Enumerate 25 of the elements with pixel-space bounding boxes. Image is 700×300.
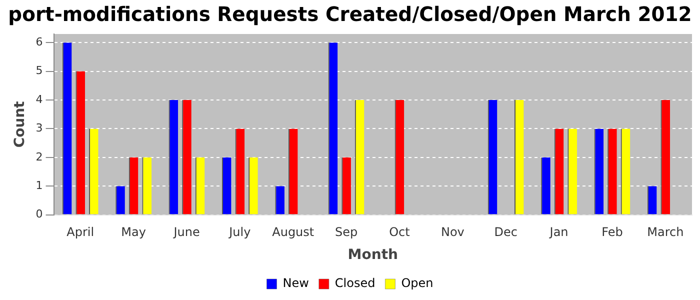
- y-tick-label: 5: [36, 64, 43, 78]
- x-tick-label: Dec: [494, 225, 518, 240]
- y-tick-label: 3: [36, 122, 43, 135]
- y-tick-label: 4: [36, 92, 43, 106]
- y-tick-label: 6: [36, 35, 43, 48]
- y-axis-title: Count: [12, 100, 28, 148]
- y-tick-label: 1: [36, 178, 43, 192]
- legend-label: New: [282, 276, 310, 290]
- y-tick-label: 2: [36, 150, 43, 164]
- x-axis-title: Month: [348, 247, 398, 264]
- x-tick-label: March: [647, 225, 684, 240]
- x-tick-label: Jan: [548, 225, 568, 240]
- chart-title: port-modifications Requests Created/Closed/Open March 2012: [8, 2, 692, 26]
- x-tick-label: May: [121, 225, 146, 240]
- x-tick-label: Feb: [602, 225, 623, 240]
- x-tick-label: June: [172, 225, 200, 240]
- x-tick-label: Sep: [334, 225, 358, 240]
- x-tick-label: July: [228, 225, 251, 240]
- x-tick-label: April: [66, 225, 94, 240]
- x-tick-label: Nov: [440, 225, 464, 240]
- legend-label: Open: [401, 276, 434, 290]
- y-tick-label: 0: [36, 208, 43, 221]
- x-tick-label: Oct: [389, 225, 410, 240]
- legend-label: Closed: [334, 276, 376, 290]
- x-tick-label: August: [272, 225, 314, 240]
